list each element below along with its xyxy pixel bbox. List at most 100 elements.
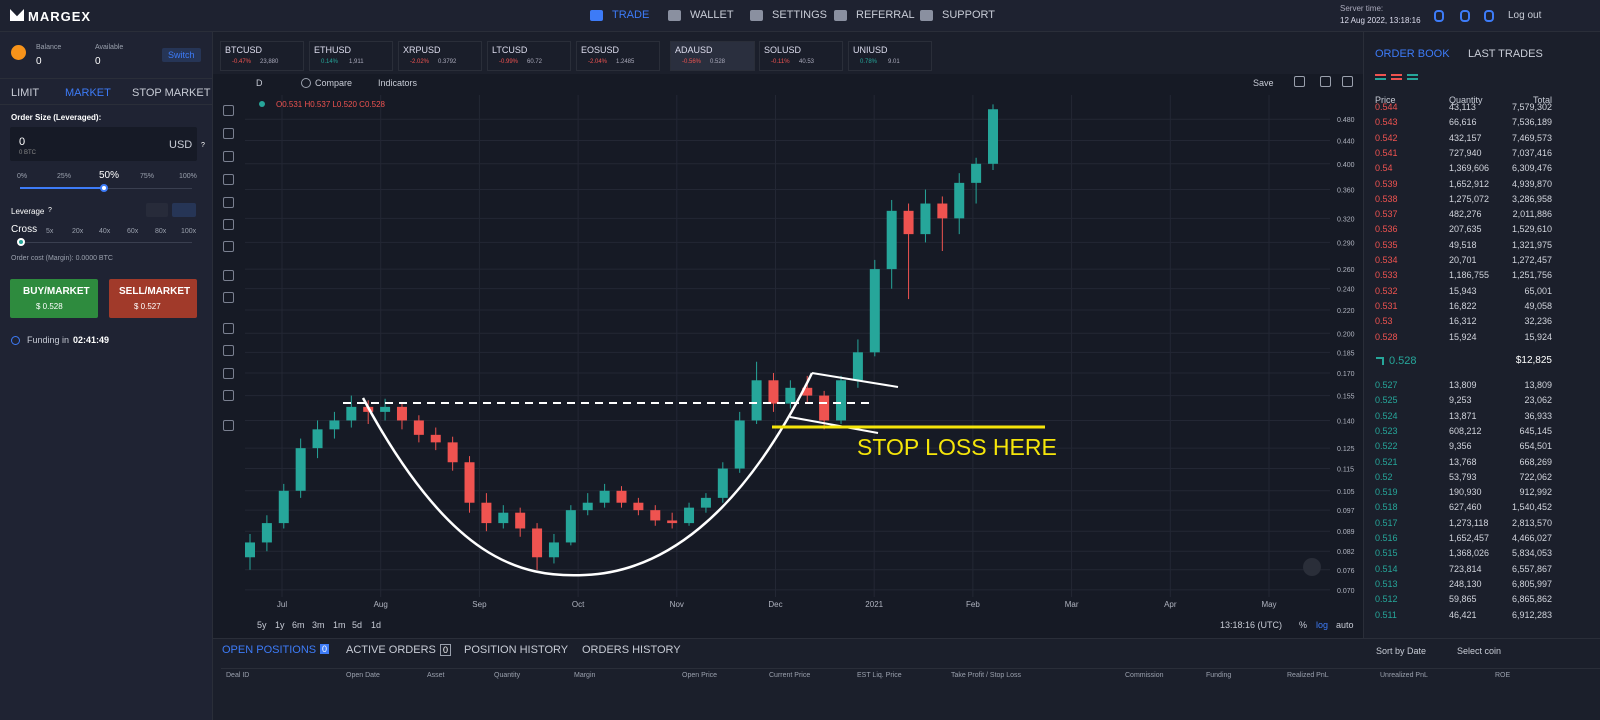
book-tab[interactable]: ORDER BOOK — [1375, 48, 1450, 60]
x-tick-label: Jul — [277, 600, 287, 609]
drawing-tool[interactable] — [223, 292, 234, 303]
bid-cell: 9,253 — [1449, 395, 1472, 406]
drawing-tool[interactable] — [223, 420, 234, 431]
leverage-option[interactable]: 20x — [72, 228, 84, 235]
ticker-box[interactable] — [670, 41, 755, 71]
scale-option[interactable]: % — [1299, 620, 1308, 630]
switch-button[interactable]: Switch — [162, 48, 201, 62]
percent-label[interactable]: 75% — [140, 173, 155, 180]
select-coin[interactable]: Select coin — [1457, 646, 1502, 656]
ask-cell: 6,309,476 — [1511, 163, 1552, 174]
book-view-icon[interactable] — [1391, 74, 1402, 80]
drawing-tool[interactable] — [223, 197, 234, 208]
x-tick-label: Mar — [1065, 600, 1079, 609]
column-header: Take Profit / Stop Loss — [951, 672, 1022, 679]
bottom-tab[interactable]: OPEN POSITIONS — [222, 644, 317, 656]
scale-option[interactable]: auto — [1336, 620, 1354, 630]
buy-button[interactable] — [10, 279, 98, 318]
bid-cell: 668,269 — [1519, 456, 1552, 467]
y-tick-label: 0.260 — [1337, 267, 1355, 274]
range-button[interactable]: 1m — [333, 620, 346, 630]
nav-item[interactable]: SETTINGS — [772, 9, 828, 21]
percent-label[interactable]: 50% — [99, 170, 120, 181]
drawing-tool[interactable] — [223, 105, 234, 116]
size-input[interactable] — [10, 127, 197, 161]
drawing-tool[interactable] — [223, 368, 234, 379]
ticker-box[interactable] — [220, 41, 304, 71]
toggle-button[interactable] — [172, 203, 196, 217]
chart-tool[interactable] — [1320, 76, 1331, 87]
header-icon[interactable] — [1484, 10, 1494, 22]
bid-cell: 0.513 — [1375, 578, 1398, 589]
column-header: Open Date — [346, 672, 380, 679]
sell-button[interactable] — [109, 279, 197, 318]
save[interactable]: Save — [1253, 78, 1274, 88]
drawing-tool[interactable] — [223, 151, 234, 162]
leverage-option[interactable]: 100x — [181, 228, 197, 235]
leverage-option[interactable]: 80x — [155, 228, 167, 235]
nav-icon[interactable] — [668, 10, 681, 21]
bid-cell: 0.514 — [1375, 563, 1398, 574]
range-button[interactable]: 6m — [292, 620, 305, 630]
slider-knob[interactable] — [17, 238, 25, 246]
ticker-box[interactable] — [398, 41, 482, 71]
ticker-box[interactable] — [576, 41, 660, 71]
nav-icon[interactable] — [920, 10, 933, 21]
drawing-tool[interactable] — [223, 174, 234, 185]
range-button[interactable]: 1d — [371, 620, 382, 630]
logout[interactable]: Log out — [1508, 10, 1542, 21]
chart-tool[interactable] — [1294, 76, 1305, 87]
slider-knob[interactable] — [100, 184, 108, 192]
range-button[interactable]: 5d — [352, 620, 363, 630]
bottom-tab[interactable]: ACTIVE ORDERS — [346, 644, 436, 656]
leverage-option[interactable]: 5x — [46, 228, 54, 235]
book-view-icon[interactable] — [1375, 74, 1386, 80]
ticker-box[interactable] — [848, 41, 932, 71]
drawing-tool[interactable] — [223, 128, 234, 139]
book-tab[interactable]: LAST TRADES — [1468, 48, 1543, 60]
header-icon[interactable] — [1434, 10, 1444, 22]
nav-item[interactable]: TRADE — [612, 9, 650, 21]
x-tick-label: 2021 — [865, 600, 883, 609]
range-button[interactable]: 5y — [257, 620, 267, 630]
header-icon[interactable] — [1460, 10, 1470, 22]
drawing-tool[interactable] — [223, 219, 234, 230]
drawing-tool[interactable] — [223, 345, 234, 356]
range-button[interactable]: 3m — [312, 620, 325, 630]
candle-body — [903, 210, 914, 235]
nav-icon[interactable] — [834, 10, 847, 21]
sort[interactable]: Sort by Date — [1376, 646, 1427, 656]
drawing-tool[interactable] — [223, 323, 234, 334]
bottom-tab[interactable]: POSITION HISTORY — [464, 644, 569, 656]
ticker-box[interactable] — [309, 41, 393, 71]
nav-item[interactable]: WALLET — [690, 9, 734, 21]
interval[interactable]: D — [256, 78, 263, 88]
nav-icon[interactable] — [750, 10, 763, 21]
order-type-tab[interactable]: LIMIT — [11, 87, 40, 99]
range-button[interactable]: 1y — [275, 620, 285, 630]
nav-item[interactable]: SUPPORT — [942, 9, 995, 21]
bottom-tab[interactable]: ORDERS HISTORY — [582, 644, 681, 656]
drawing-tool[interactable] — [223, 270, 234, 281]
percent-label[interactable]: 25% — [57, 173, 72, 180]
y-tick-label: 0.097 — [1337, 508, 1355, 515]
compare[interactable]: Compare — [315, 78, 353, 88]
leverage-option[interactable]: 60x — [127, 228, 139, 235]
scale-option[interactable]: log — [1316, 620, 1329, 630]
order-type-tab[interactable]: STOP MARKET — [132, 87, 211, 99]
book-view-icon[interactable] — [1407, 74, 1418, 80]
drawing-tool[interactable] — [223, 390, 234, 401]
indicators[interactable]: Indicators — [378, 78, 418, 88]
ticker-box[interactable] — [759, 41, 843, 71]
chart-tool[interactable] — [1342, 76, 1353, 87]
edit-button[interactable] — [146, 203, 168, 217]
drawing-tool[interactable] — [223, 241, 234, 252]
compare-icon — [301, 78, 311, 88]
leverage-option[interactable]: 40x — [99, 228, 111, 235]
order-type-tab[interactable]: MARKET — [65, 87, 111, 99]
nav-icon[interactable] — [590, 10, 603, 21]
percent-label[interactable]: 100% — [179, 173, 197, 180]
ticker-box[interactable] — [487, 41, 571, 71]
nav-item[interactable]: REFERRAL — [856, 9, 915, 21]
percent-label[interactable]: 0% — [17, 173, 28, 180]
